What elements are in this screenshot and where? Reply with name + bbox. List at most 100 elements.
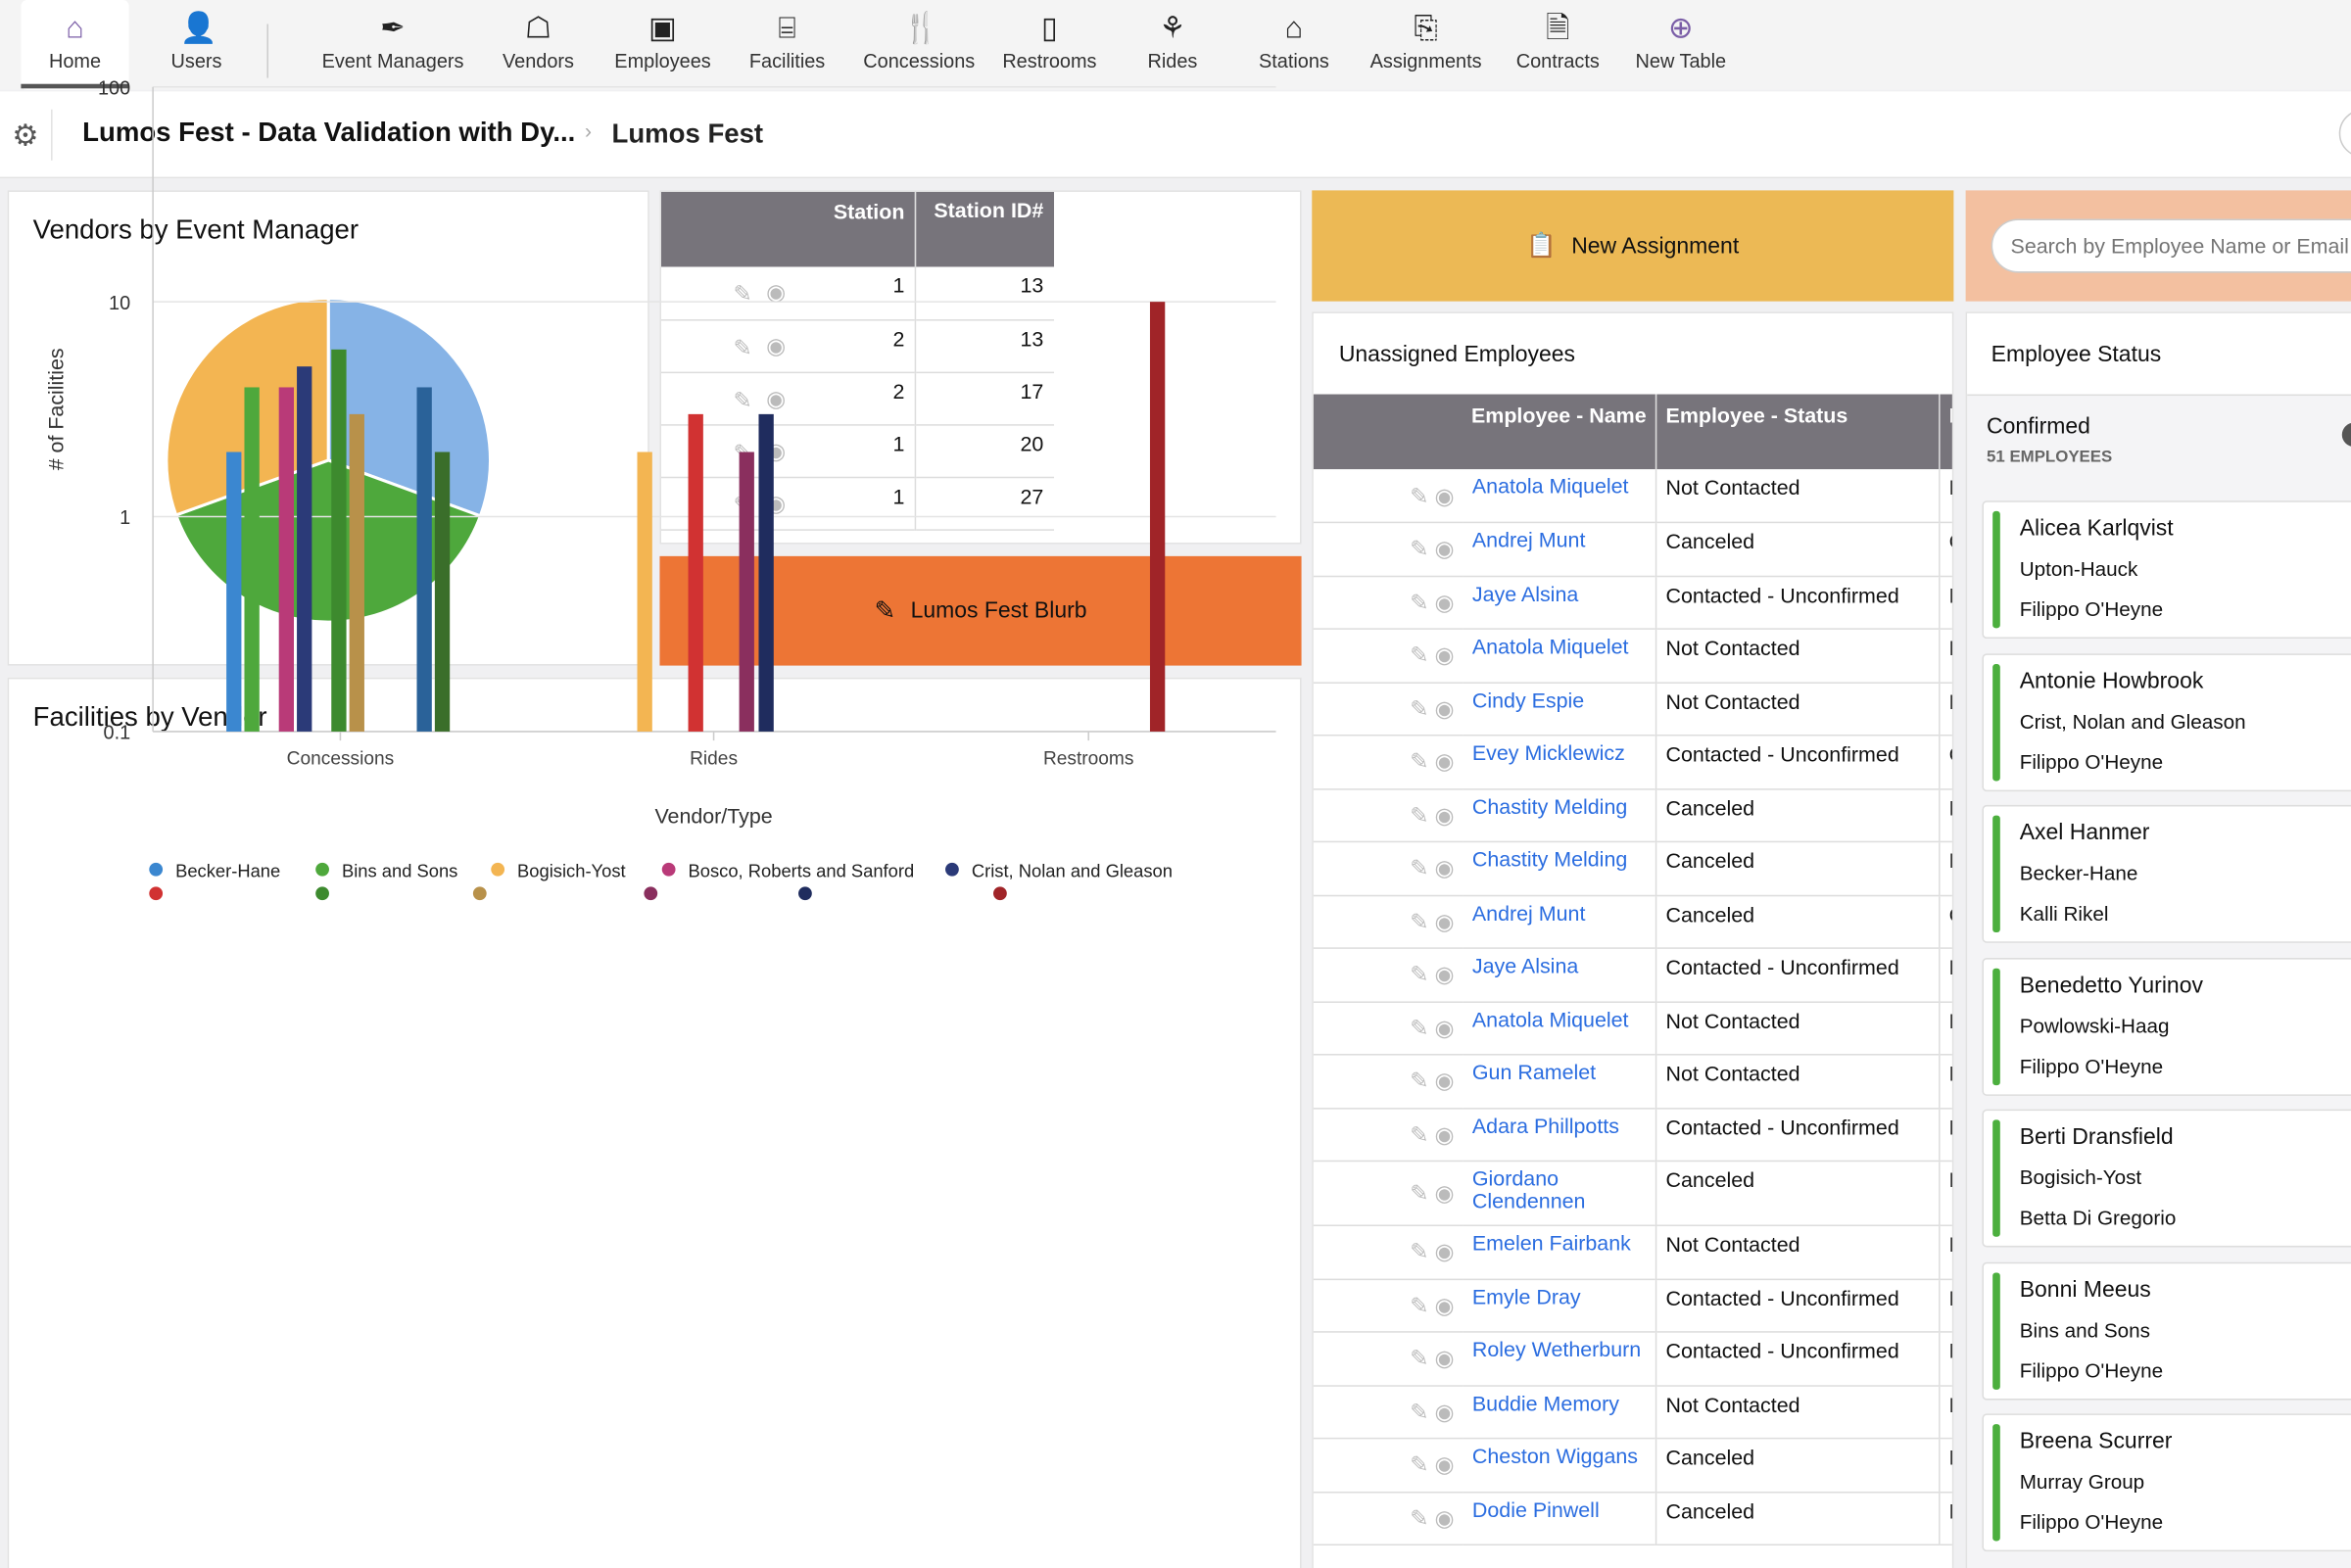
- status-group-label[interactable]: Confirmed: [1987, 413, 2090, 440]
- nav-item-assignments[interactable]: ⎘ Assignments: [1370, 0, 1482, 90]
- new-assignment-button[interactable]: 📋 New Assignment: [1312, 190, 1954, 302]
- edit-icon[interactable]: ✎: [733, 335, 752, 361]
- bar-concessions[interactable]: [349, 413, 364, 732]
- breadcrumb-app[interactable]: Lumos Fest - Data Validation with Dy...: [82, 117, 576, 147]
- table-row[interactable]: ✎ ◉ Andrej MuntCanceledC: [1313, 894, 1952, 949]
- edit-icon[interactable]: ✎: [1410, 1240, 1429, 1266]
- nav-item-facilities[interactable]: ⌸ Facilities: [749, 0, 825, 90]
- employee-name-link[interactable]: Anatola Miquelet: [1463, 469, 1657, 523]
- table-row[interactable]: ✎ ◉ Chastity MeldingCanceledF: [1313, 788, 1952, 842]
- bar-concessions[interactable]: [416, 387, 432, 732]
- view-icon[interactable]: ◉: [1434, 1069, 1455, 1095]
- search-input[interactable]: [1991, 218, 2351, 273]
- edit-icon[interactable]: ✎: [1410, 483, 1429, 509]
- view-icon[interactable]: ◉: [1434, 909, 1455, 935]
- employee-name-link[interactable]: Giordano Clendennen: [1463, 1161, 1657, 1226]
- employee-card[interactable]: Alicea Karlqvist Upton-Hauck Filippo O'Hey…: [1982, 500, 2351, 640]
- employee-name-link[interactable]: Jaye Alsina: [1463, 575, 1657, 630]
- edit-icon[interactable]: ✎: [1410, 1346, 1429, 1372]
- bar-concessions[interactable]: [434, 451, 451, 732]
- edit-icon[interactable]: ✎: [1410, 1400, 1429, 1426]
- legend-label[interactable]: Crist, Nolan and Gleason: [972, 860, 1173, 880]
- nav-item-users[interactable]: 👤 Users: [171, 0, 222, 90]
- edit-icon[interactable]: ✎: [1410, 963, 1429, 989]
- bar-concessions[interactable]: [244, 387, 260, 732]
- edit-icon[interactable]: ✎: [1410, 1293, 1429, 1319]
- employee-name-link[interactable]: Adara Phillpotts: [1463, 1108, 1657, 1162]
- edit-icon[interactable]: ✎: [1410, 643, 1429, 670]
- header-station[interactable]: Station: [660, 191, 917, 267]
- employee-card[interactable]: Breena Scurrer Murray Group Filippo O'Heyn…: [1982, 1413, 2351, 1552]
- edit-icon[interactable]: ✎: [1410, 749, 1429, 776]
- employee-name-link[interactable]: Gun Ramelet: [1463, 1054, 1657, 1109]
- bar-rides[interactable]: [739, 451, 754, 732]
- edit-icon[interactable]: ✎: [733, 387, 752, 413]
- view-icon[interactable]: ◉: [1434, 1122, 1455, 1149]
- edit-icon[interactable]: ✎: [1410, 909, 1429, 935]
- employee-name-link[interactable]: Andrej Munt: [1463, 522, 1657, 576]
- table-row[interactable]: ✎ ◉ Dodie PinwellCanceledE: [1313, 1491, 1952, 1545]
- table-row[interactable]: ✎ ◉ 1 13: [660, 266, 1055, 320]
- nav-item-concessions[interactable]: 🍴 Concessions: [863, 0, 975, 90]
- header-name[interactable]: Employee - Name: [1313, 394, 1657, 470]
- edit-icon[interactable]: ✎: [1410, 1122, 1429, 1149]
- bar-concessions[interactable]: [278, 387, 294, 732]
- view-icon[interactable]: ◉: [1434, 749, 1455, 776]
- legend-label[interactable]: Bins and Sons: [342, 860, 457, 880]
- view-icon[interactable]: ◉: [1434, 1293, 1455, 1319]
- header-extra[interactable]: E: [1940, 395, 1952, 470]
- view-icon[interactable]: ◉: [1434, 1505, 1455, 1532]
- edit-icon[interactable]: ✎: [1410, 1505, 1429, 1532]
- edit-icon[interactable]: ✎: [733, 281, 752, 308]
- view-icon[interactable]: ◉: [1434, 1181, 1455, 1208]
- employee-name-link[interactable]: Andrej Munt: [1463, 894, 1657, 949]
- table-row[interactable]: ✎ ◉ Giordano ClendennenCanceledF: [1313, 1161, 1952, 1226]
- edit-icon[interactable]: ✎: [1410, 590, 1429, 616]
- bar-rides[interactable]: [688, 413, 703, 732]
- view-icon[interactable]: ◉: [766, 333, 787, 359]
- edit-icon[interactable]: ✎: [1410, 1181, 1429, 1208]
- table-row[interactable]: ✎ ◉ Cheston WiggansCanceledK: [1313, 1438, 1952, 1492]
- nav-item-new-table[interactable]: ⊕ New Table: [1636, 0, 1727, 90]
- nav-item-vendors[interactable]: ☖ Vendors: [503, 0, 574, 90]
- view-icon[interactable]: ◉: [1434, 1016, 1455, 1042]
- nav-item-contracts[interactable]: 🗎 Contracts: [1516, 0, 1600, 90]
- employee-name-link[interactable]: Buddie Memory: [1463, 1385, 1657, 1439]
- employee-card[interactable]: Benedetto Yurinov Powlowski-Haag Filippo O…: [1982, 957, 2351, 1096]
- bar-concessions[interactable]: [226, 451, 242, 732]
- view-icon[interactable]: ◉: [1434, 1346, 1455, 1372]
- view-icon[interactable]: ◉: [1434, 963, 1455, 989]
- bar-restrooms[interactable]: [1149, 302, 1166, 732]
- employee-card[interactable]: Bonni Meeus Bins and Sons Filippo O'Heyne: [1982, 1260, 2351, 1400]
- legend-label[interactable]: Becker-Hane: [175, 860, 280, 880]
- nav-item-stations[interactable]: ⌂ Stations: [1259, 0, 1329, 90]
- edit-icon[interactable]: ✎: [1410, 1452, 1429, 1479]
- view-icon[interactable]: ◉: [1434, 590, 1455, 616]
- nav-item-restrooms[interactable]: ▯ Restrooms: [1002, 0, 1096, 90]
- view-icon[interactable]: ◉: [766, 386, 787, 412]
- bar-rides[interactable]: [758, 413, 774, 732]
- employee-name-link[interactable]: Roley Wetherburn: [1463, 1331, 1657, 1386]
- header-status[interactable]: Employee - Status: [1655, 394, 1941, 470]
- edit-icon[interactable]: ✎: [1410, 1016, 1429, 1042]
- nav-item-event-managers[interactable]: ✒ Event Managers: [322, 0, 464, 90]
- view-icon[interactable]: ◉: [1434, 856, 1455, 882]
- employee-name-link[interactable]: Anatola Miquelet: [1463, 629, 1657, 683]
- view-icon[interactable]: ◉: [1434, 537, 1455, 563]
- employee-name-link[interactable]: Chastity Melding: [1463, 788, 1657, 842]
- table-row[interactable]: ✎ ◉ 2 17: [660, 371, 1055, 425]
- header-station-id[interactable]: Station ID#: [934, 198, 1044, 222]
- employee-card[interactable]: Berti Dransfield Bogisich-Yost Betta Di Gr…: [1982, 1109, 2351, 1248]
- table-row[interactable]: ✎◉120: [660, 424, 1055, 477]
- legend-label[interactable]: Bogisich-Yost: [517, 860, 626, 880]
